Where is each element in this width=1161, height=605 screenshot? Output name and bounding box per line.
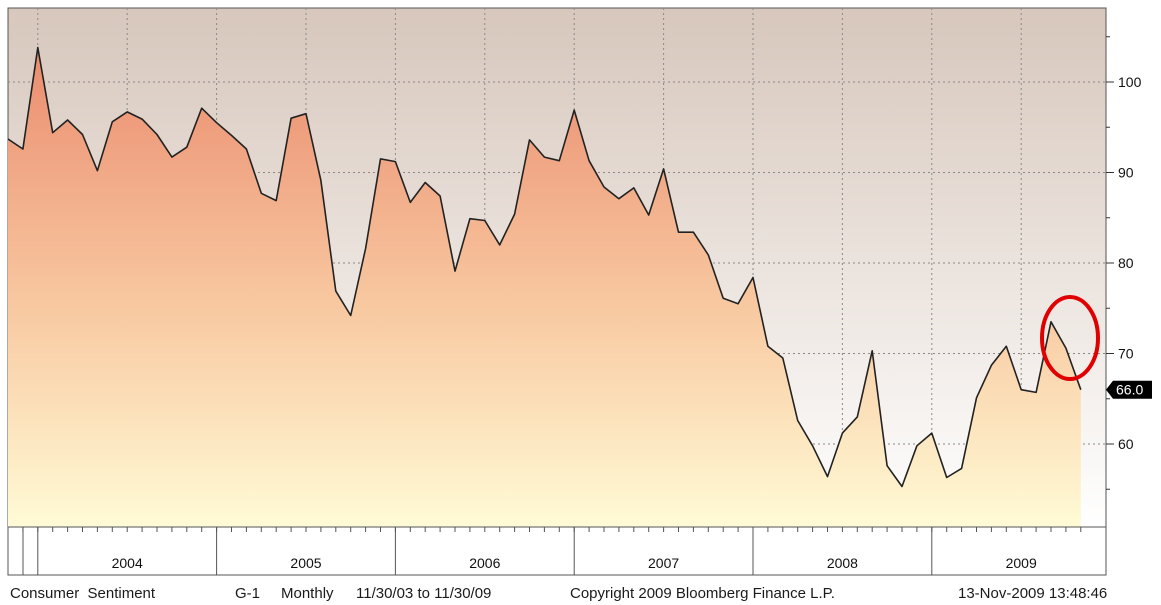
footer-frequency: Monthly xyxy=(281,585,334,602)
y-tick-label: 100 xyxy=(1118,74,1142,90)
series-line xyxy=(8,46,1082,488)
x-axis-band xyxy=(7,526,1107,576)
y-tick-label: 70 xyxy=(1118,346,1134,362)
x-tick-label: 2005 xyxy=(290,555,321,571)
x-tick-label: 2007 xyxy=(648,555,679,571)
x-tick-label: 2006 xyxy=(469,555,500,571)
footer-timestamp: 13-Nov-2009 13:48:46 xyxy=(958,585,1107,602)
x-axis: 2004 2005 2006 2007 2008 2009 xyxy=(7,527,1082,575)
last-value-label: 66.0 xyxy=(1116,382,1143,398)
footer-copyright: Copyright 2009 Bloomberg Finance L.P. xyxy=(570,585,835,602)
x-tick-label: 2009 xyxy=(1006,555,1037,571)
series-area xyxy=(8,47,1081,527)
y-tick-label: 90 xyxy=(1118,165,1134,181)
y-axis: 60 70 80 90 100 xyxy=(1106,36,1142,490)
footer-series-name: Consumer Sentiment xyxy=(10,585,156,602)
last-value-badge: 66.0 xyxy=(1106,380,1152,399)
footer-code: G-1 xyxy=(235,585,260,602)
y-tick-label: 80 xyxy=(1118,255,1134,271)
highlight-circle xyxy=(1040,295,1100,381)
footer-range: 11/30/03 to 11/30/09 xyxy=(356,585,491,602)
footer: Consumer Sentiment G-1 Monthly 11/30/03 … xyxy=(10,585,1107,602)
x-tick-label: 2004 xyxy=(112,555,143,571)
x-tick-label: 2008 xyxy=(827,555,858,571)
y-tick-label: 60 xyxy=(1118,436,1134,452)
